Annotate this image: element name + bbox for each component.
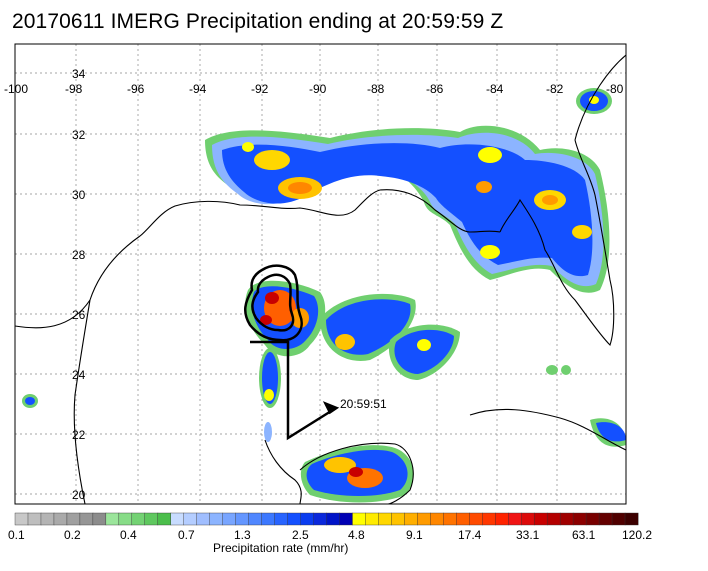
colorbar-swatch [430,512,444,526]
lon-label: -82 [546,82,564,96]
colorbar-swatch [118,512,133,526]
colorbar-swatch [183,512,198,526]
lat-label: 30 [72,188,86,202]
colorbar-swatch [378,512,392,526]
colorbar-label: 2.5 [292,528,309,542]
colorbar-label: 1.3 [234,528,251,542]
lon-label: -98 [65,82,83,96]
lon-label: -92 [251,82,269,96]
colorbar [14,512,639,526]
colorbar-swatch [339,512,353,526]
track-time-label: 20:59:51 [340,397,387,411]
colorbar-swatch [559,512,574,526]
colorbar-swatch [546,512,561,526]
lon-label: -88 [367,82,385,96]
lon-label: -96 [127,82,145,96]
colorbar-label: 17.4 [458,528,482,542]
colorbar-swatch [144,512,159,526]
storm-outline [244,264,337,441]
colorbar-swatch [443,512,457,526]
lat-label: 32 [72,128,86,142]
colorbar-swatch [482,512,496,526]
colorbar-swatch [508,512,522,526]
colorbar-swatch [365,512,379,526]
lat-label: 22 [72,428,86,442]
longitude-labels: -100 -98 -96 -94 -92 -90 -88 -86 -84 -82… [4,82,624,96]
colorbar-swatch [469,512,483,526]
lat-label: 28 [72,248,86,262]
colorbar-swatch [495,512,509,526]
colorbar-swatch [352,512,366,526]
colorbar-swatch [53,512,68,526]
colorbar-swatch [585,512,600,526]
colorbar-swatch [611,512,626,526]
colorbar-swatch [209,512,224,526]
colorbar-swatch [456,512,470,526]
colorbar-swatch [624,512,639,526]
colorbar-label: 0.2 [64,528,81,542]
colorbar-label: 9.1 [406,528,423,542]
colorbar-swatch [404,512,418,526]
colorbar-swatch [598,512,613,526]
colorbar-swatch [248,512,263,526]
colorbar-swatch [326,512,340,526]
colorbar-label: 0.4 [120,528,137,542]
lon-label: -84 [486,82,504,96]
colorbar-swatch [105,512,120,526]
lat-label: 26 [72,308,86,322]
latitude-labels: 34 32 30 28 26 24 22 20 [72,67,86,502]
lon-label: -90 [309,82,327,96]
colorbar-swatch [92,512,107,526]
colorbar-label: 33.1 [516,528,540,542]
colorbar-swatch [520,512,535,526]
colorbar-label: 63.1 [572,528,596,542]
colorbar-swatch [131,512,146,526]
colorbar-swatch [157,512,172,526]
colorbar-swatch [287,512,301,526]
lon-label: -86 [426,82,444,96]
colorbar-label: 0.1 [8,528,25,542]
colorbar-swatch [391,512,405,526]
colorbar-swatch [572,512,587,526]
map-title: 20170611 IMERG Precipitation ending at 2… [12,10,504,33]
colorbar-swatch [313,512,327,526]
colorbar-swatch [79,512,94,526]
lat-label: 34 [72,67,86,81]
lon-label: -100 [4,82,28,96]
colorbar-swatch [14,512,29,526]
colorbar-swatch [222,512,237,526]
colorbar-swatch [235,512,250,526]
colorbar-swatch [300,512,314,526]
lat-label: 24 [72,368,86,382]
colorbar-swatch [27,512,42,526]
colorbar-swatch [196,512,211,526]
lon-label: -94 [189,82,207,96]
colorbar-swatch [170,512,185,526]
colorbar-swatch [66,512,81,526]
coastlines [15,54,626,504]
colorbar-swatch [417,512,431,526]
lat-label: 20 [72,488,86,502]
colorbar-swatch [274,512,288,526]
colorbar-swatch [261,512,275,526]
colorbar-title: Precipitation rate (mm/hr) [213,541,349,555]
lon-label: -80 [606,82,624,96]
colorbar-swatch [40,512,55,526]
colorbar-swatch [533,512,548,526]
track-arrow [322,401,340,415]
colorbar-label: 4.8 [348,528,365,542]
colorbar-label: 120.2 [622,528,653,542]
colorbar-label: 0.7 [178,528,195,542]
